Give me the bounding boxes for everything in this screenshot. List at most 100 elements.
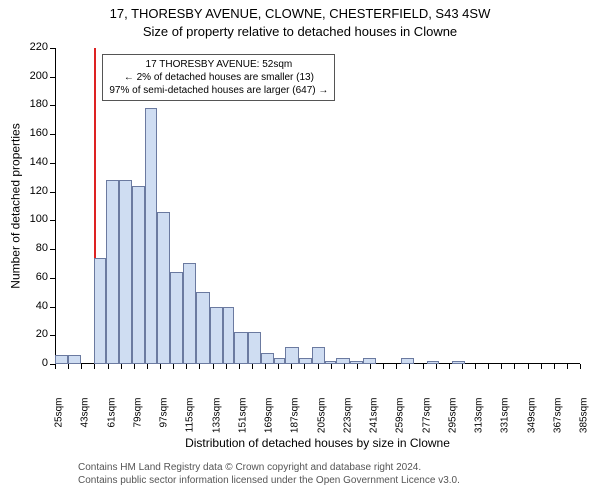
- x-tick-label: 25sqm: [54, 398, 65, 442]
- x-tick: [370, 364, 371, 369]
- y-tick-label: 100: [20, 213, 48, 225]
- histogram-bar: [401, 358, 414, 364]
- x-tick-label: 223sqm: [342, 398, 353, 442]
- histogram-plot: 17 THORESBY AVENUE: 52sqm ← 2% of detach…: [55, 48, 580, 364]
- x-tick: [121, 364, 122, 369]
- histogram-bar: [261, 353, 274, 364]
- y-tick-label: 220: [20, 41, 48, 53]
- x-tick: [94, 364, 95, 369]
- annotation-line1: 17 THORESBY AVENUE: 52sqm: [109, 58, 328, 71]
- x-axis-label: Distribution of detached houses by size …: [55, 436, 580, 450]
- x-tick-label: 241sqm: [369, 398, 380, 442]
- x-tick: [134, 364, 135, 369]
- x-tick: [252, 364, 253, 369]
- x-tick-label: 367sqm: [552, 398, 563, 442]
- histogram-bar: [106, 180, 119, 364]
- chart-title-main: 17, THORESBY AVENUE, CLOWNE, CHESTERFIEL…: [0, 6, 600, 21]
- histogram-bar: [183, 263, 196, 364]
- histogram-bar: [285, 347, 298, 364]
- x-tick: [318, 364, 319, 369]
- x-tick: [580, 364, 581, 369]
- y-tick-label: 60: [20, 271, 48, 283]
- x-tick: [291, 364, 292, 369]
- x-tick: [383, 364, 384, 369]
- y-tick-label: 160: [20, 127, 48, 139]
- x-tick: [108, 364, 109, 369]
- histogram-bar: [157, 212, 170, 364]
- y-tick: [50, 105, 55, 106]
- histogram-bar: [196, 292, 209, 364]
- y-tick: [50, 307, 55, 308]
- x-tick-label: 385sqm: [579, 398, 590, 442]
- x-tick: [160, 364, 161, 369]
- chart-title-sub: Size of property relative to detached ho…: [0, 24, 600, 39]
- y-tick-label: 20: [20, 328, 48, 340]
- x-tick-label: 313sqm: [474, 398, 485, 442]
- x-tick-label: 277sqm: [421, 398, 432, 442]
- y-tick-label: 140: [20, 156, 48, 168]
- histogram-bar: [336, 358, 349, 364]
- x-tick-label: 187sqm: [290, 398, 301, 442]
- x-tick: [265, 364, 266, 369]
- y-tick: [50, 77, 55, 78]
- y-tick-label: 120: [20, 185, 48, 197]
- histogram-bar: [170, 272, 183, 364]
- histogram-bar: [234, 332, 247, 364]
- histogram-bar: [210, 307, 223, 364]
- x-tick: [55, 364, 56, 369]
- x-tick: [278, 364, 279, 369]
- histogram-bar: [325, 361, 337, 364]
- y-tick-label: 200: [20, 70, 48, 82]
- footer-line2: Contains public sector information licen…: [78, 475, 460, 488]
- x-tick: [199, 364, 200, 369]
- histogram-bar: [312, 347, 325, 364]
- x-tick-label: 43sqm: [80, 398, 91, 442]
- x-tick-label: 169sqm: [264, 398, 275, 442]
- y-tick-label: 0: [20, 357, 48, 369]
- histogram-bar: [427, 361, 439, 364]
- y-tick: [50, 278, 55, 279]
- x-tick-label: 349sqm: [526, 398, 537, 442]
- x-tick-label: 133sqm: [211, 398, 222, 442]
- x-tick: [567, 364, 568, 369]
- x-tick: [81, 364, 82, 369]
- y-tick: [50, 192, 55, 193]
- histogram-bar: [363, 358, 376, 364]
- x-tick: [396, 364, 397, 369]
- x-tick: [528, 364, 529, 369]
- y-tick-label: 40: [20, 300, 48, 312]
- histogram-bar: [248, 332, 261, 364]
- histogram-bar: [132, 186, 145, 364]
- x-tick-label: 115sqm: [185, 398, 196, 442]
- x-tick: [554, 364, 555, 369]
- y-tick-label: 80: [20, 242, 48, 254]
- histogram-bar: [145, 108, 157, 364]
- histogram-bar: [299, 358, 312, 364]
- x-tick: [186, 364, 187, 369]
- y-axis-label: Number of detached properties: [8, 48, 24, 364]
- x-tick: [213, 364, 214, 369]
- x-tick: [436, 364, 437, 369]
- y-tick: [50, 48, 55, 49]
- y-tick: [50, 335, 55, 336]
- histogram-bar: [55, 355, 68, 364]
- x-tick: [501, 364, 502, 369]
- x-tick-label: 61sqm: [106, 398, 117, 442]
- footer-line1: Contains HM Land Registry data © Crown c…: [78, 462, 460, 475]
- x-tick: [331, 364, 332, 369]
- annotation-line2: ← 2% of detached houses are smaller (13): [109, 71, 328, 84]
- y-tick: [50, 220, 55, 221]
- footer-text: Contains HM Land Registry data © Crown c…: [78, 462, 460, 487]
- x-tick: [344, 364, 345, 369]
- histogram-bar: [274, 358, 286, 364]
- x-tick: [423, 364, 424, 369]
- histogram-bar: [119, 180, 132, 364]
- histogram-bar: [452, 361, 465, 364]
- y-axis-line: [55, 48, 56, 364]
- histogram-bar: [223, 307, 235, 364]
- x-tick-label: 97sqm: [159, 398, 170, 442]
- y-tick: [50, 163, 55, 164]
- y-tick: [50, 134, 55, 135]
- x-tick: [475, 364, 476, 369]
- histogram-bar: [94, 258, 106, 364]
